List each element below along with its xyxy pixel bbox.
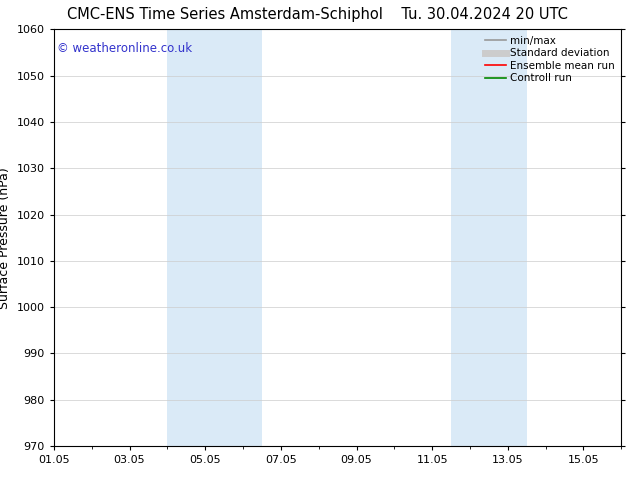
Bar <box>167 29 262 446</box>
Text: CMC-ENS Time Series Amsterdam-Schiphol    Tu. 30.04.2024 20 UTC: CMC-ENS Time Series Amsterdam-Schiphol T… <box>67 7 567 23</box>
Bar <box>451 29 527 446</box>
Legend: min/max, Standard deviation, Ensemble mean run, Controll run: min/max, Standard deviation, Ensemble me… <box>481 31 619 88</box>
Y-axis label: Surface Pressure (hPa): Surface Pressure (hPa) <box>0 167 11 309</box>
Text: © weatheronline.co.uk: © weatheronline.co.uk <box>56 42 192 55</box>
